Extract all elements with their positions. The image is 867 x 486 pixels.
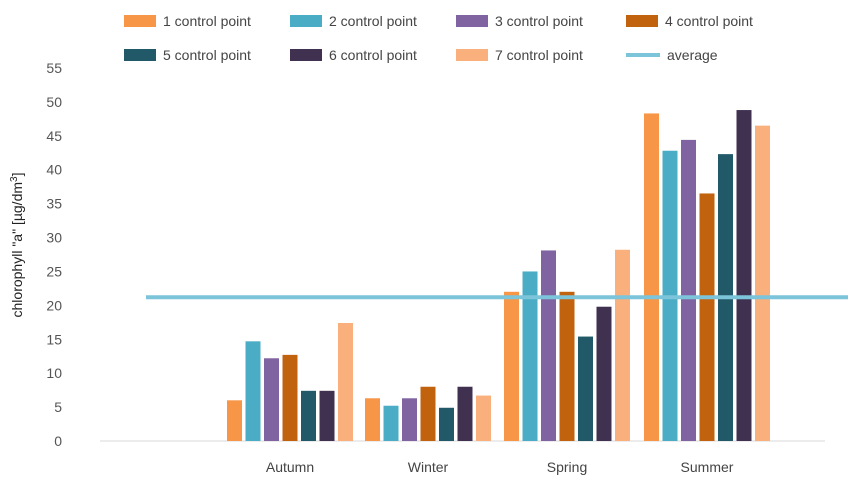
y-tick-label: 50: [46, 94, 62, 110]
legend-item: 2 control point: [290, 13, 417, 29]
bar: [439, 407, 454, 441]
y-tick-label: 0: [54, 433, 62, 449]
bar: [644, 113, 659, 442]
y-axis: 0 5 10 15 20 25 30 35 40 45 50 55: [46, 60, 825, 449]
legend-item: 5 control point: [124, 47, 251, 63]
bar: [699, 193, 715, 441]
bar: [504, 291, 519, 441]
x-tick-label: Winter: [408, 459, 449, 475]
bar: [736, 110, 752, 441]
bar: [476, 395, 491, 441]
y-tick-label: 10: [46, 365, 62, 381]
legend-label: average: [667, 47, 718, 63]
bar: [615, 249, 630, 441]
legend-swatch: [124, 15, 156, 27]
legend-label: 1 control point: [163, 13, 251, 29]
bar: [420, 386, 436, 441]
bar: [681, 139, 696, 441]
legend-swatch: [626, 15, 658, 27]
legend-label: 6 control point: [329, 47, 417, 63]
y-tick-label: 35: [46, 196, 62, 212]
y-tick-label: 5: [54, 399, 62, 415]
bar: [282, 354, 298, 441]
legend-label: 7 control point: [495, 47, 583, 63]
legend-label: 5 control point: [163, 47, 251, 63]
y-tick-label: 25: [46, 263, 62, 279]
legend-item: 1 control point: [124, 13, 251, 29]
x-tick-label: Spring: [547, 459, 587, 475]
legend-swatch: [456, 15, 488, 27]
bar: [578, 336, 593, 441]
x-tick-label: Summer: [681, 459, 734, 475]
y-tick-label: 30: [46, 230, 62, 246]
bar: [596, 306, 612, 441]
bar: [559, 291, 575, 441]
x-axis: Autumn Winter Spring Summer: [266, 459, 734, 475]
bar: [319, 390, 335, 441]
y-tick-label: 45: [46, 128, 62, 144]
legend-swatch: [290, 15, 322, 27]
bar: [522, 271, 538, 441]
legend-item: 7 control point: [456, 47, 583, 63]
bars: [227, 110, 770, 442]
bar: [541, 250, 556, 441]
bar: [264, 358, 279, 441]
legend: 1 control point 2 control point 3 control …: [124, 13, 753, 63]
bar: [227, 400, 242, 441]
x-tick-label: Autumn: [266, 459, 314, 475]
bar: [755, 125, 770, 442]
bar: [301, 390, 316, 441]
y-tick-label: 55: [46, 60, 62, 76]
legend-item: 3 control point: [456, 13, 583, 29]
y-tick-label: 15: [46, 331, 62, 347]
bar: [383, 405, 399, 441]
bar-group-winter: [365, 386, 491, 441]
legend-swatch: [456, 49, 488, 61]
legend-label: 4 control point: [665, 13, 753, 29]
legend-item-average: average: [626, 47, 718, 63]
legend-label: 3 control point: [495, 13, 583, 29]
y-tick-label: 20: [46, 297, 62, 313]
y-tick-label: 40: [46, 162, 62, 178]
legend-swatch: [124, 49, 156, 61]
bar-group-autumn: [227, 322, 353, 441]
bar: [402, 398, 417, 441]
bar: [245, 341, 261, 441]
legend-swatch: [290, 49, 322, 61]
bar: [338, 322, 353, 441]
legend-label: 2 control point: [329, 13, 417, 29]
bar: [365, 398, 380, 441]
bar: [457, 386, 473, 441]
y-axis-label: chlorophyll "a" [µg/dm3]: [9, 173, 25, 318]
bar-group-spring: [504, 249, 630, 441]
bar-group-summer: [644, 110, 770, 442]
legend-item: 4 control point: [626, 13, 753, 29]
legend-item: 6 control point: [290, 47, 417, 63]
